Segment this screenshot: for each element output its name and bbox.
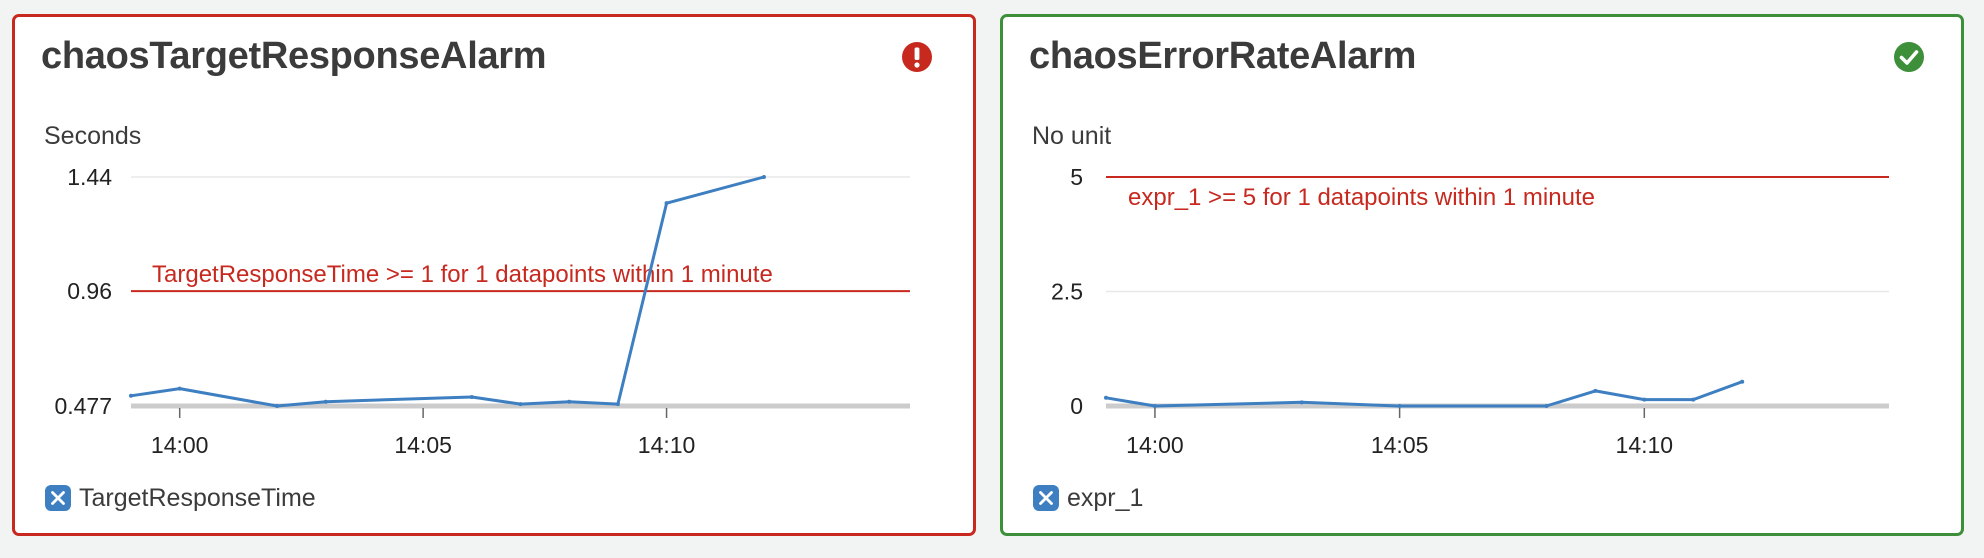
widget-title[interactable]: chaosErrorRateAlarm xyxy=(1029,35,1417,77)
close-x-icon xyxy=(1039,491,1053,505)
data-point xyxy=(1740,379,1745,384)
data-point xyxy=(129,393,133,398)
threshold-label: expr_1 >= 5 for 1 datapoints within 1 mi… xyxy=(1128,184,1595,211)
alarm-widget-error-rate[interactable]: chaosErrorRateAlarm No unit 0 2.5 5 14:00 14… xyxy=(1000,14,1964,536)
y-tick-label: 0 xyxy=(1070,393,1083,419)
y-tick-label: 2.5 xyxy=(1051,279,1083,305)
x-tick-label: 14:05 xyxy=(1371,432,1429,458)
line-chart[interactable]: 0.477 0.96 1.44 14:00 14:05 14:10 TargetRespon… xyxy=(15,17,973,477)
close-x-icon xyxy=(51,491,65,505)
line-chart[interactable]: 0 2.5 5 14:00 14:05 14:10 expr_1 >= 5 for 1 da… xyxy=(1003,17,1961,477)
threshold-label: TargetResponseTime >= 1 for 1 datapoints… xyxy=(152,261,773,288)
legend-toggle-checkbox[interactable] xyxy=(1033,485,1059,511)
data-point xyxy=(275,404,280,408)
data-point xyxy=(323,399,328,404)
data-point xyxy=(1544,404,1549,408)
x-tick-label: 14:05 xyxy=(394,432,452,458)
data-point xyxy=(1299,400,1304,405)
data-point xyxy=(518,402,523,407)
data-point xyxy=(761,175,766,179)
widget-title[interactable]: chaosTargetResponseAlarm xyxy=(41,35,547,77)
data-point xyxy=(1104,395,1108,400)
legend: expr_1 xyxy=(1033,483,1143,513)
exclamation-circle-icon xyxy=(902,42,932,72)
y-tick-label: 0.477 xyxy=(54,393,112,419)
y-tick-label: 1.44 xyxy=(67,164,112,190)
check-circle-icon xyxy=(1894,42,1924,72)
x-tick-label: 14:10 xyxy=(638,432,696,458)
y-tick-label: 5 xyxy=(1070,164,1083,190)
data-point xyxy=(1397,404,1402,408)
data-point xyxy=(177,386,182,391)
series-line xyxy=(129,175,766,408)
data-point xyxy=(615,402,620,407)
x-tick-label: 14:00 xyxy=(1126,432,1184,458)
alarm-widget-target-response[interactable]: chaosTargetResponseAlarm Seconds 0.477 0.… xyxy=(12,14,976,536)
data-point xyxy=(1691,397,1696,402)
x-tick-label: 14:00 xyxy=(151,432,209,458)
x-tick-label: 14:10 xyxy=(1616,432,1674,458)
y-tick-label: 0.96 xyxy=(67,278,112,304)
legend-toggle-checkbox[interactable] xyxy=(45,485,71,511)
data-point xyxy=(1593,388,1598,393)
data-point xyxy=(1152,404,1157,408)
y-axis-unit-label: No unit xyxy=(1032,122,1112,150)
legend-label[interactable]: expr_1 xyxy=(1067,483,1144,512)
data-point xyxy=(1642,397,1647,402)
data-point xyxy=(469,394,474,399)
series-line xyxy=(1104,380,1744,408)
data-point xyxy=(664,201,669,206)
y-axis-unit-label: Seconds xyxy=(44,122,142,150)
legend: TargetResponseTime xyxy=(45,483,316,513)
data-point xyxy=(567,399,572,404)
legend-label[interactable]: TargetResponseTime xyxy=(79,483,316,512)
